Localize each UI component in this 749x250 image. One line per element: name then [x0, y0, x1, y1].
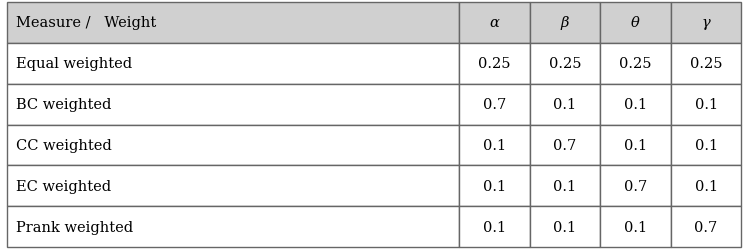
Bar — [7, 84, 459, 125]
Bar — [530, 125, 600, 166]
Bar — [671, 166, 742, 207]
Bar — [530, 84, 600, 125]
Text: 0.25: 0.25 — [548, 57, 581, 71]
Bar — [600, 84, 671, 125]
Text: 0.25: 0.25 — [619, 57, 652, 71]
Bar — [459, 125, 530, 166]
Bar — [459, 207, 530, 248]
Text: 0.1: 0.1 — [554, 179, 577, 193]
Bar — [459, 166, 530, 207]
Text: 0.7: 0.7 — [482, 98, 506, 112]
Text: Measure /   Weight: Measure / Weight — [16, 16, 157, 30]
Text: 0.1: 0.1 — [482, 220, 506, 234]
Text: 0.1: 0.1 — [694, 138, 718, 152]
Bar — [600, 166, 671, 207]
Text: 0.1: 0.1 — [554, 220, 577, 234]
Text: 0.1: 0.1 — [554, 98, 577, 112]
Text: 0.7: 0.7 — [624, 179, 647, 193]
Text: Equal weighted: Equal weighted — [16, 57, 133, 71]
Text: CC weighted: CC weighted — [16, 138, 112, 152]
Bar — [600, 125, 671, 166]
Text: 0.1: 0.1 — [624, 220, 647, 234]
Bar — [530, 166, 600, 207]
Bar — [7, 125, 459, 166]
Bar — [530, 207, 600, 248]
Bar — [459, 2, 530, 43]
Text: Prank weighted: Prank weighted — [16, 220, 133, 234]
Bar — [671, 125, 742, 166]
Text: 0.1: 0.1 — [694, 98, 718, 112]
Text: 0.1: 0.1 — [694, 179, 718, 193]
Text: 0.25: 0.25 — [690, 57, 722, 71]
Bar — [7, 43, 459, 84]
Bar — [600, 207, 671, 248]
Bar — [7, 166, 459, 207]
Bar — [7, 2, 459, 43]
Text: 0.1: 0.1 — [624, 98, 647, 112]
Text: 0.1: 0.1 — [482, 179, 506, 193]
Text: α: α — [489, 16, 499, 30]
Bar — [600, 43, 671, 84]
Text: 0.7: 0.7 — [694, 220, 718, 234]
Text: 0.7: 0.7 — [554, 138, 577, 152]
Text: 0.25: 0.25 — [478, 57, 511, 71]
Bar — [459, 43, 530, 84]
Bar — [671, 207, 742, 248]
Bar — [600, 2, 671, 43]
Text: BC weighted: BC weighted — [16, 98, 112, 112]
Text: EC weighted: EC weighted — [16, 179, 112, 193]
Text: β: β — [560, 16, 569, 30]
Bar — [671, 2, 742, 43]
Text: θ: θ — [631, 16, 640, 30]
Bar — [530, 2, 600, 43]
Bar — [530, 43, 600, 84]
Text: γ: γ — [702, 16, 711, 30]
Bar — [671, 43, 742, 84]
Bar — [671, 84, 742, 125]
Text: 0.1: 0.1 — [624, 138, 647, 152]
Bar — [7, 207, 459, 248]
Bar — [459, 84, 530, 125]
Text: 0.1: 0.1 — [482, 138, 506, 152]
